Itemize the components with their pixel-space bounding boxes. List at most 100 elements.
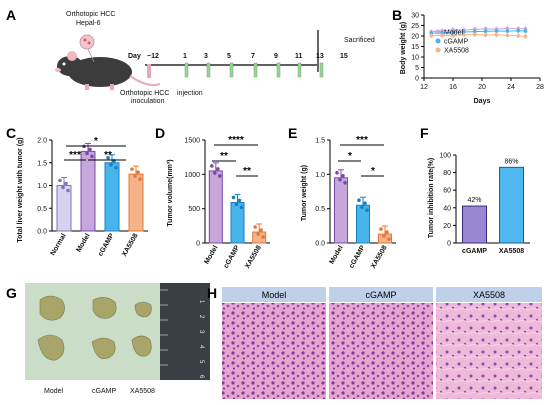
histology-label-cgamp: cGAMP xyxy=(365,290,396,300)
chart-d-category-label: XA5508 xyxy=(244,244,263,269)
chart-e-ytick-label: 1.5 xyxy=(315,138,325,145)
chart-e-ytick-label: 0.0 xyxy=(315,241,325,248)
chart-c-bar-xa5508 xyxy=(128,173,144,232)
chart-b-point-xa5508 xyxy=(472,32,477,37)
chart-c-category-label: Normal xyxy=(50,232,68,256)
chart-b-point-cgamp xyxy=(462,30,466,34)
chart-e-dot xyxy=(343,180,347,185)
histology-header-model xyxy=(222,287,326,302)
chart-e-dot xyxy=(335,170,339,175)
chart-b-series xyxy=(429,25,528,39)
chart-e: 0.0 0.5 1.0 1.5 Model cGAMP XA5508 Tumor weig… xyxy=(301,135,396,270)
chart-e-star-2: * xyxy=(348,151,352,162)
chart-d-dot xyxy=(256,232,260,236)
model-label-line2: Hepal-6 xyxy=(76,20,101,27)
chart-d-dot xyxy=(231,195,236,200)
chart-b-ytick-label: 5 xyxy=(415,65,419,72)
legend-xa5508-label: XA5508 xyxy=(444,48,469,55)
chart-c-bars xyxy=(56,142,144,232)
timeline-day-3: 3 xyxy=(204,53,208,60)
chart-f-bar-cgamp xyxy=(462,205,487,244)
chart-b-ytick-label: 25 xyxy=(411,23,419,30)
chart-c-star-model-vs-xa: * xyxy=(94,136,98,147)
inoculation-syringe-icon xyxy=(147,64,151,78)
panel-letter-g: G xyxy=(6,285,17,301)
panel-letter-a: A xyxy=(6,7,16,23)
panel-letter-c: C xyxy=(6,125,16,141)
chart-c-category-label: cGAMP xyxy=(97,232,116,257)
orthotopic-tumor-icon xyxy=(79,34,95,63)
ruler-number-3: 3 xyxy=(198,330,204,334)
ruler-numbers: 1 2 3 4 5 6 xyxy=(198,300,204,379)
ruler-number-5: 5 xyxy=(198,360,204,364)
chart-e-bar-model xyxy=(334,177,348,244)
chart-b-line-xa5508 xyxy=(431,33,526,37)
chart-d-y-ticks: 0 500 1000 1500 xyxy=(184,138,205,248)
chart-e-category-labels: Model cGAMP XA5508 xyxy=(329,244,389,270)
timeline: Day −12 1 3 5 7 9 11 13 15 Sacrificed xyxy=(128,30,375,78)
ruler xyxy=(160,283,210,380)
chart-c-dot xyxy=(114,165,118,170)
chart-d-dot xyxy=(239,205,244,210)
histology-panels: Model cGAMP XA5508 xyxy=(222,287,542,399)
chart-d-dot xyxy=(210,164,214,168)
model-label-line1: Orthotopic HCC xyxy=(66,11,115,18)
chart-d-dot xyxy=(253,225,257,229)
chart-c-dot xyxy=(106,155,110,160)
chart-e-ylabel: Tumor weight (g) xyxy=(301,165,308,221)
chart-f-ytick-label: 60 xyxy=(443,188,451,195)
histology-header-xa5508 xyxy=(436,287,542,302)
chart-b-point-xa5508 xyxy=(494,32,499,37)
inoculation-label-line2: inoculation xyxy=(131,98,165,105)
chart-f-bars xyxy=(462,166,524,244)
chart-c-ytick-label: 0.0 xyxy=(37,229,47,236)
chart-b-point-cgamp xyxy=(472,29,477,34)
sacrificed-label: Sacrificed xyxy=(344,37,375,44)
histology-label-xa5508: XA5508 xyxy=(473,290,505,300)
chart-c-category-label: Model xyxy=(76,232,92,253)
chart-e-ytick-label: 1.0 xyxy=(315,172,325,179)
chart-c-dot xyxy=(64,181,68,186)
chart-d-dot xyxy=(234,202,239,207)
timeline-day-prefix: Day xyxy=(128,53,141,60)
chart-e-dot xyxy=(385,230,389,234)
chart-e-bars xyxy=(334,169,392,244)
chart-b-xtick-label: 24 xyxy=(507,84,515,91)
timeline-day-13: 13 xyxy=(316,53,324,60)
chart-b-y-ticks: 0 5 10 15 20 25 30 xyxy=(411,13,424,83)
chart-c-dot xyxy=(130,167,134,171)
chart-b-point-cgamp xyxy=(523,29,528,33)
chart-f-category-labels: cGAMP XA5508 xyxy=(462,248,524,255)
chart-b-ylabel: Body weight (g) xyxy=(400,22,407,75)
chart-b-point-xa5508 xyxy=(429,33,434,38)
chart-e-category-label: XA5508 xyxy=(370,244,389,269)
histology-image-model xyxy=(222,303,326,399)
chart-e-star-1: *** xyxy=(356,135,368,146)
chart-b-xlabel: Days xyxy=(474,98,491,105)
chart-c-category-label: XA5508 xyxy=(121,232,140,257)
chart-e-dot xyxy=(379,227,383,231)
chart-c-dot xyxy=(138,177,142,181)
panel-letter-e: E xyxy=(288,125,297,141)
histology-image-xa5508 xyxy=(436,303,542,399)
legend-model-label: Model xyxy=(444,30,464,37)
chart-e-star-3: * xyxy=(371,166,375,177)
chart-b-point-cgamp xyxy=(516,28,521,33)
chart-d-star-2: ** xyxy=(220,151,228,162)
chart-c-category-labels: Normal Model cGAMP XA5508 xyxy=(50,232,140,258)
chart-b-line-cgamp xyxy=(431,30,526,34)
chart-c-ytick-label: 0.5 xyxy=(37,206,47,213)
chart-c-star-normal-vs-model: *** xyxy=(69,150,81,161)
ruler-number-2: 2 xyxy=(198,315,204,319)
chart-b-point-xa5508 xyxy=(516,33,521,38)
chart-f-bar-xa5508 xyxy=(499,166,524,244)
chart-c-bar-model xyxy=(80,150,96,232)
chart-b-ytick-label: 30 xyxy=(411,13,419,20)
chart-e-dot xyxy=(387,237,391,241)
chart-f-ytick-label: 100 xyxy=(439,153,451,160)
chart-d-ytick-label: 500 xyxy=(188,206,200,213)
chart-b-point-model xyxy=(505,26,510,31)
timeline-day--12: −12 xyxy=(147,53,159,60)
chart-e-y-ticks: 0.0 0.5 1.0 1.5 xyxy=(315,138,330,248)
